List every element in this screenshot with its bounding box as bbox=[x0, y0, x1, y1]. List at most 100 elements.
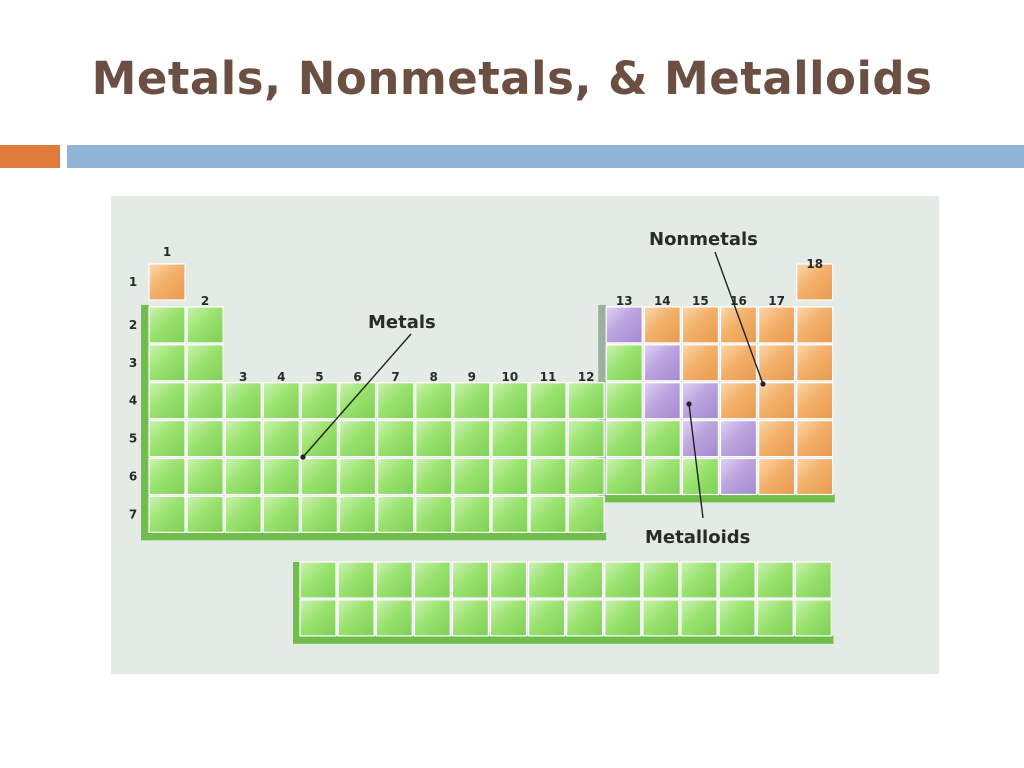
group-number-label: 5 bbox=[315, 370, 323, 384]
fblock-cell bbox=[794, 599, 832, 637]
element-cell-metal bbox=[415, 495, 453, 533]
fblock-cell bbox=[528, 599, 566, 637]
fblock-cell bbox=[718, 599, 756, 637]
fblock-cell bbox=[451, 599, 489, 637]
element-cells bbox=[148, 263, 834, 637]
group-number-label: 3 bbox=[239, 370, 247, 384]
element-cell-metal bbox=[643, 420, 681, 458]
metals-pointer-line bbox=[302, 333, 412, 458]
element-cell-metal bbox=[567, 420, 605, 458]
element-cell-metal bbox=[300, 382, 338, 420]
period-number-label: 4 bbox=[129, 394, 137, 408]
group-number-label: 14 bbox=[654, 294, 671, 308]
element-cell-metal bbox=[262, 382, 300, 420]
metalloids-pointer-line bbox=[688, 403, 704, 519]
period-number-label: 3 bbox=[129, 356, 137, 370]
metals-pointer-dot bbox=[300, 454, 306, 460]
element-cell-metal bbox=[567, 382, 605, 420]
element-cell-nonmetal bbox=[757, 457, 796, 496]
element-cell-metal bbox=[415, 420, 453, 458]
fblock-cell bbox=[337, 599, 375, 637]
element-cell-nonmetal bbox=[796, 344, 834, 382]
element-cell-metal bbox=[529, 382, 567, 420]
period-number-label: 2 bbox=[129, 318, 137, 332]
fblock-cell bbox=[528, 561, 566, 599]
group-number-label: 6 bbox=[353, 370, 361, 384]
fblock-cell bbox=[756, 599, 794, 637]
element-cell-nonmetal bbox=[757, 344, 796, 382]
element-cell-nonmetal bbox=[148, 263, 186, 301]
fblock-cell bbox=[489, 599, 528, 637]
nonmetals-pointer-dot bbox=[760, 381, 766, 387]
period-numbers: 1 2 3 4 5 6 7 bbox=[129, 275, 137, 521]
group-number-label: 1 bbox=[163, 245, 171, 259]
fblock-cell bbox=[642, 561, 680, 599]
element-cell-nonmetal bbox=[796, 420, 834, 458]
element-cell-metalloid bbox=[719, 420, 758, 458]
fblock-cell bbox=[566, 561, 604, 599]
element-cell-metal bbox=[262, 457, 300, 496]
element-cell-nonmetal bbox=[796, 382, 834, 420]
element-cell-metal bbox=[224, 495, 262, 533]
element-cell-metal bbox=[148, 420, 186, 458]
group-number-label: 9 bbox=[468, 370, 476, 384]
fblock-left-edge bbox=[293, 562, 300, 642]
element-cell-metal bbox=[377, 495, 415, 533]
group-number-label: 18 bbox=[806, 257, 823, 271]
element-cell-metal bbox=[224, 420, 262, 458]
element-cell-metal bbox=[605, 420, 643, 458]
element-cell-metal bbox=[491, 382, 529, 420]
element-cell-nonmetal bbox=[681, 306, 720, 344]
fblock-cell bbox=[642, 599, 680, 637]
metalloids-pointer-dot bbox=[686, 401, 692, 407]
fblock-cell bbox=[413, 561, 451, 599]
fblock-cell bbox=[604, 561, 642, 599]
block-bottom-edge bbox=[145, 532, 607, 541]
period-number-label: 5 bbox=[129, 432, 137, 446]
element-cell-nonmetal bbox=[681, 344, 720, 382]
element-cell-metal bbox=[186, 420, 224, 458]
element-cell-nonmetal bbox=[757, 382, 796, 420]
fblock-cell bbox=[756, 561, 794, 599]
element-cell-metalloid bbox=[681, 420, 720, 458]
element-cell-metal bbox=[491, 495, 529, 533]
group-number-label: 4 bbox=[277, 370, 285, 384]
element-cell-metal bbox=[186, 306, 224, 344]
element-cell-nonmetal bbox=[796, 263, 834, 301]
element-cell-metal bbox=[338, 457, 377, 496]
element-cell-metal bbox=[338, 495, 377, 533]
element-cell-nonmetal bbox=[757, 306, 796, 344]
element-cell-metal bbox=[262, 495, 300, 533]
element-cell-nonmetal bbox=[643, 306, 681, 344]
element-cell-metal bbox=[605, 344, 643, 382]
nonmetals-label: Nonmetals bbox=[649, 229, 758, 250]
group-number-label: 2 bbox=[201, 294, 209, 308]
element-cell-metal bbox=[148, 344, 186, 382]
fblock-cell bbox=[794, 561, 832, 599]
page-title: Metals, Nonmetals, & Metalloids bbox=[91, 52, 933, 105]
element-cell-metal bbox=[224, 382, 262, 420]
element-cell-metal bbox=[338, 382, 377, 420]
element-cell-metal bbox=[148, 495, 186, 533]
element-cell-metal bbox=[148, 457, 186, 496]
element-cell-metal bbox=[567, 457, 605, 496]
group-number-label: 15 bbox=[692, 294, 709, 308]
element-cell-metal bbox=[529, 495, 567, 533]
period-number-label: 1 bbox=[129, 275, 137, 289]
fblock-cell bbox=[413, 599, 451, 637]
fblock-cell bbox=[375, 561, 413, 599]
element-cell-metalloid bbox=[605, 306, 643, 344]
fblock-bottom-edge bbox=[293, 635, 834, 644]
element-cell-metal bbox=[148, 306, 186, 344]
element-cell-nonmetal bbox=[719, 382, 758, 420]
element-cell-metal bbox=[186, 382, 224, 420]
fblock-cell bbox=[718, 561, 756, 599]
fblock-cell bbox=[489, 561, 528, 599]
element-cell-metal bbox=[377, 420, 415, 458]
element-cell-nonmetal bbox=[796, 457, 834, 496]
element-cell-metal bbox=[300, 457, 338, 496]
fblock-cell bbox=[680, 561, 718, 599]
element-cell-metal bbox=[300, 495, 338, 533]
element-cell-metal bbox=[453, 457, 491, 496]
